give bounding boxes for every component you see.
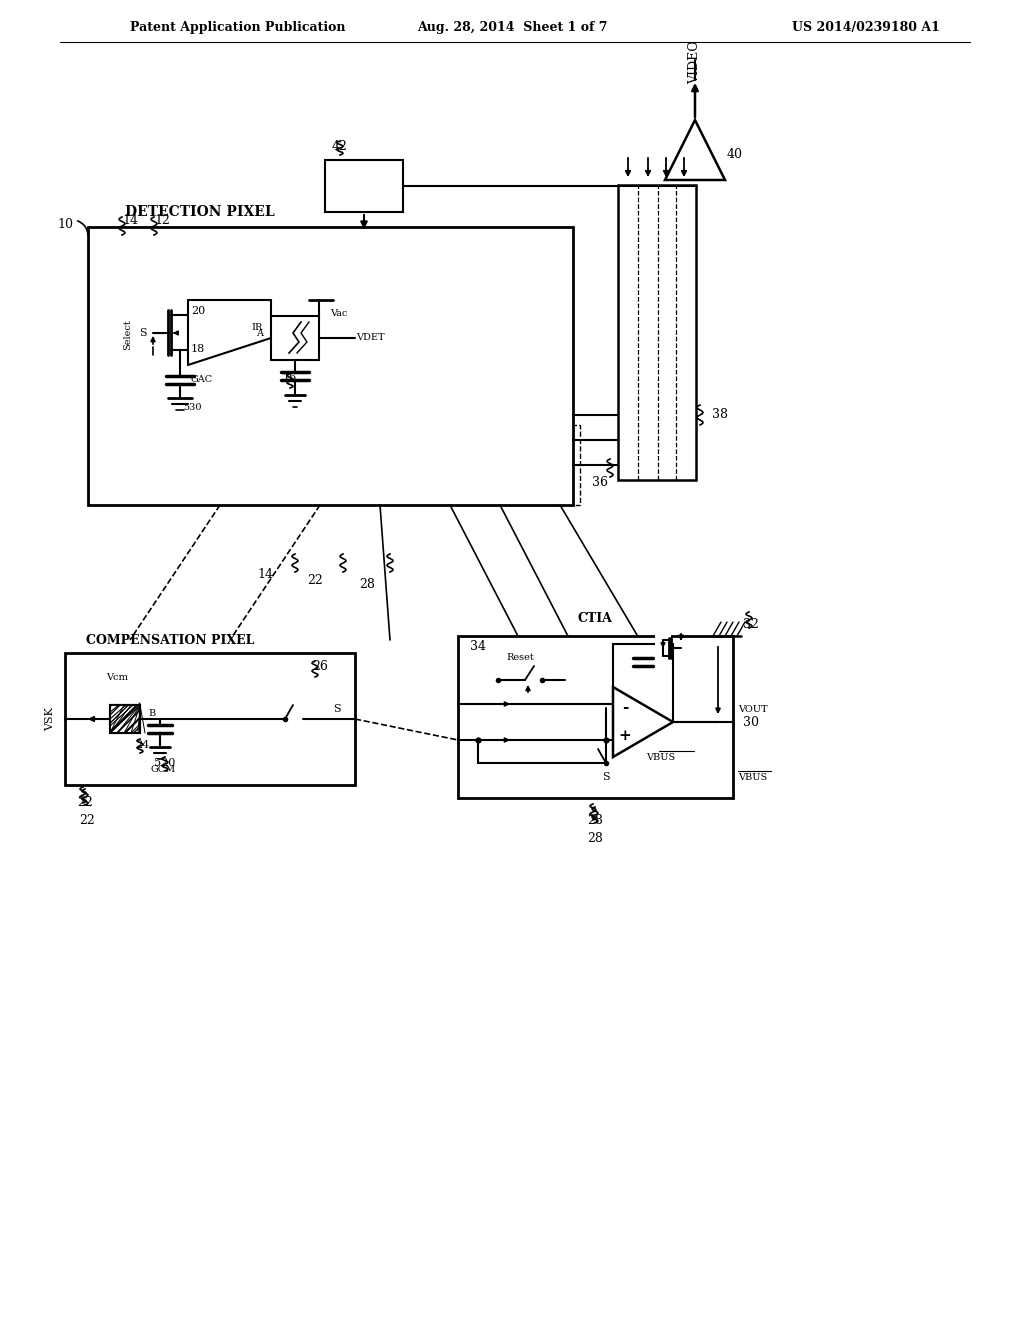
Text: IR: IR [251,323,263,333]
Text: 24: 24 [135,741,150,750]
Text: 520: 520 [155,758,176,768]
Text: 16: 16 [283,374,297,383]
Text: Vac: Vac [331,309,348,318]
Polygon shape [613,686,673,756]
Bar [110,705,140,733]
Bar [271,315,319,360]
Text: 30: 30 [743,717,759,730]
Text: VSK: VSK [45,708,55,731]
Text: 28: 28 [587,813,603,826]
Text: 22: 22 [79,813,95,826]
Bar [110,705,140,733]
Bar [458,636,733,799]
Text: 530: 530 [182,404,202,412]
Bar [655,630,671,667]
Text: 18: 18 [190,345,205,354]
Text: DETECTION PIXEL: DETECTION PIXEL [125,205,274,219]
Text: GCM: GCM [151,766,176,775]
Text: 10: 10 [57,219,73,231]
Text: 22: 22 [307,573,323,586]
Text: 34: 34 [470,639,486,652]
Text: US 2014/0239180 A1: US 2014/0239180 A1 [793,21,940,34]
Text: VBUS: VBUS [738,774,767,783]
Text: Reset: Reset [506,653,534,663]
Text: Aug. 28, 2014  Sheet 1 of 7: Aug. 28, 2014 Sheet 1 of 7 [417,21,607,34]
Text: Select: Select [124,319,132,350]
Text: VOUT: VOUT [738,705,768,714]
Text: Vcm: Vcm [106,672,128,681]
Text: +: + [618,729,632,743]
Text: S: S [139,327,146,338]
Bar [88,227,573,506]
Text: 40: 40 [727,149,743,161]
Text: GAC: GAC [190,375,213,384]
Bar [325,160,403,213]
Text: -: - [622,701,628,715]
Text: CTIA: CTIA [578,611,612,624]
Text: COMPENSATION PIXEL: COMPENSATION PIXEL [86,634,254,647]
Text: S: S [602,772,610,781]
Text: VIDEO: VIDEO [688,40,701,83]
Text: 26: 26 [312,660,328,673]
Text: 42: 42 [332,140,348,153]
Text: B: B [148,709,156,718]
Bar [618,185,696,480]
Text: 12: 12 [154,214,170,227]
Text: 22: 22 [77,796,93,809]
Bar [118,244,428,482]
Text: VBUS: VBUS [646,754,676,763]
Text: 28: 28 [587,832,603,845]
Text: 14: 14 [257,569,273,582]
Polygon shape [665,120,725,180]
Text: 32: 32 [743,618,759,631]
Text: S: S [333,704,341,714]
Bar [65,653,355,785]
Text: VDET: VDET [355,334,384,342]
Text: 28: 28 [359,578,375,591]
Text: A: A [256,329,263,338]
Bar [450,425,580,506]
Text: 20: 20 [190,306,205,315]
Text: 14: 14 [122,214,138,227]
Text: Patent Application Publication: Patent Application Publication [130,21,345,34]
Text: 38: 38 [712,408,728,421]
Text: 36: 36 [592,475,608,488]
